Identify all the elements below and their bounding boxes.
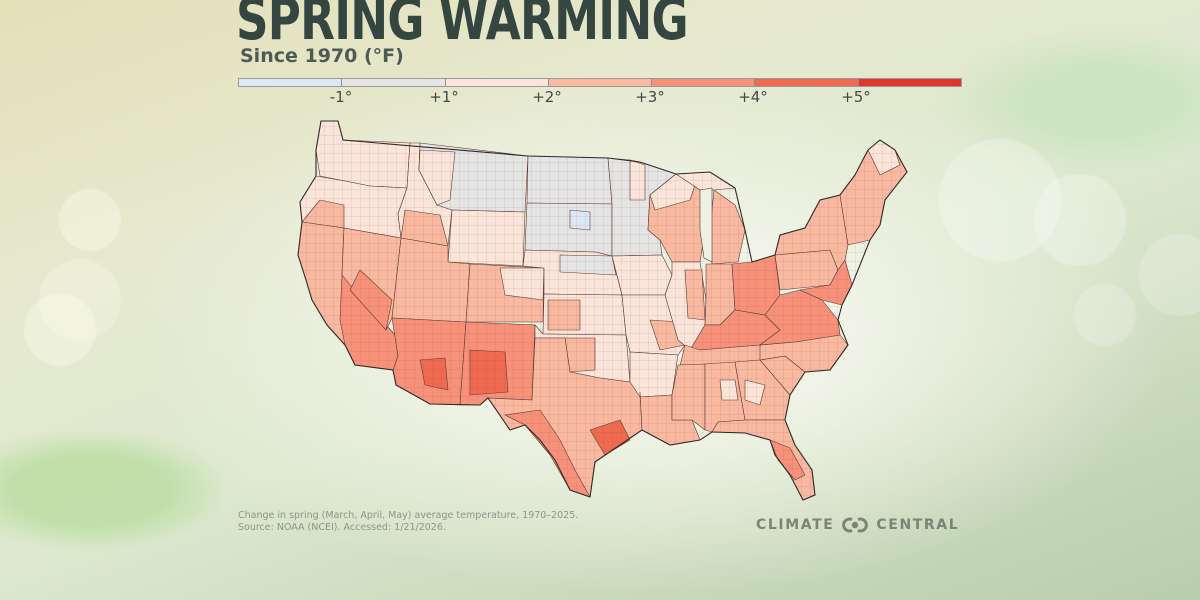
- footnote: Change in spring (March, April, May) ave…: [238, 510, 578, 534]
- legend-segment: [548, 79, 653, 86]
- page-title: SPRING WARMING: [236, 0, 689, 53]
- logo-text-left: CLIMATE: [756, 517, 835, 533]
- legend-tick: +1°: [429, 88, 459, 106]
- legend-tick: +5°: [841, 88, 871, 106]
- legend-tick: +3°: [635, 88, 665, 106]
- logo-text-right: CENTRAL: [876, 517, 960, 533]
- footnote-source: Source: NOAA (NCEI). Accessed: 1/21/2026…: [238, 522, 446, 533]
- legend-segment: [342, 79, 446, 86]
- legend-segment: [755, 79, 859, 86]
- legend-ticks: -1° +1° +2° +3° +4° +5°: [238, 88, 962, 112]
- footnote-description: Change in spring (March, April, May) ave…: [238, 510, 579, 521]
- legend-segment: [652, 79, 756, 86]
- legend-tick: +2°: [532, 88, 562, 106]
- legend-segment: [858, 79, 961, 86]
- legend-tick: -1°: [329, 88, 353, 106]
- legend-segment: [445, 79, 549, 86]
- subtitle: Since 1970 (°F): [240, 45, 404, 67]
- legend-segment: [239, 79, 343, 86]
- climate-central-logo: CLIMATE CENTRAL: [756, 516, 959, 534]
- legend-tick: +4°: [738, 88, 768, 106]
- logo-mark-icon: [842, 517, 869, 533]
- color-legend: [238, 78, 962, 87]
- lake-michigan: [699, 187, 713, 263]
